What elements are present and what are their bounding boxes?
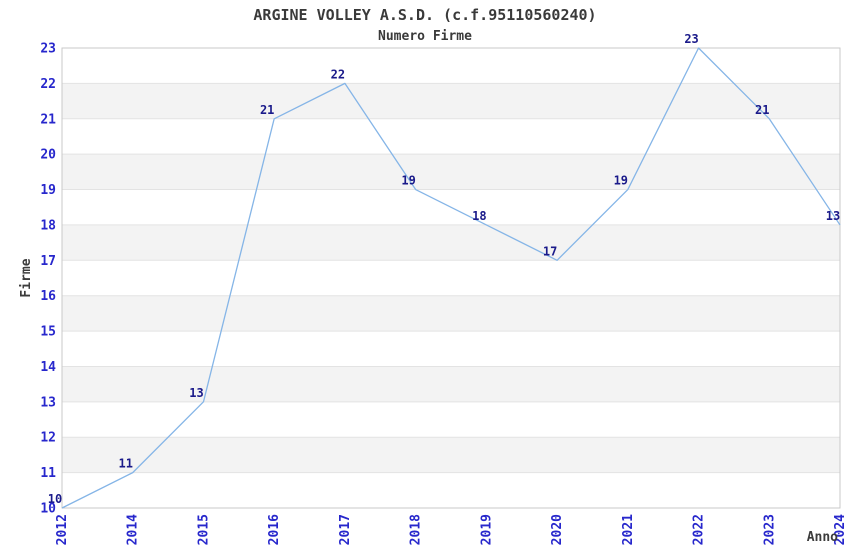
y-tick-label: 17 (40, 254, 56, 269)
x-tick-label: 2021 (621, 514, 636, 545)
y-tick-label: 23 (40, 42, 56, 57)
x-tick-label: 2012 (55, 514, 70, 545)
x-tick-label: 2017 (338, 514, 353, 545)
point-label: 13 (189, 386, 203, 400)
point-label: 11 (119, 457, 133, 471)
point-label: 23 (684, 32, 698, 46)
y-tick-label: 10 (40, 502, 56, 517)
data-series-line (61, 47, 841, 509)
point-label: 13 (826, 209, 840, 223)
point-label: 21 (260, 103, 274, 117)
y-tick-label: 13 (40, 395, 56, 410)
plot-band (62, 366, 840, 402)
plot-band (62, 295, 840, 332)
y-tick-label: 11 (40, 466, 56, 481)
plot-band (62, 154, 840, 190)
chart-title: ARGINE VOLLEY A.S.D. (c.f.95110560240) (253, 6, 597, 24)
x-axis-title: Anno (807, 530, 838, 545)
x-tick-label: 2015 (196, 514, 211, 545)
x-tick-label: 2019 (479, 514, 494, 545)
y-tick-label: 18 (40, 218, 56, 233)
chart-subtitle: Numero Firme (378, 29, 472, 44)
plot-border (61, 47, 841, 509)
y-tick-label: 12 (40, 431, 56, 446)
x-tick-label: 2014 (126, 514, 141, 545)
y-tick-label: 16 (40, 289, 56, 304)
plot-band (62, 224, 840, 261)
y-tick-label: 15 (40, 325, 56, 340)
point-label: 22 (331, 67, 345, 81)
y-tick-label: 21 (40, 112, 56, 127)
x-tick-label: 2020 (550, 514, 565, 545)
point-label: 21 (755, 103, 769, 117)
y-tick-label: 14 (40, 360, 56, 375)
point-label: 17 (543, 244, 557, 258)
y-tick-label: 22 (40, 77, 56, 92)
y-tick-label: 20 (40, 148, 56, 163)
x-tick-label: 2023 (762, 514, 777, 545)
x-tick-label: 2018 (409, 514, 424, 545)
x-tick-label: 2016 (267, 514, 282, 545)
y-tick-label: 19 (40, 183, 56, 198)
plot-band (62, 437, 840, 473)
x-tick-label: 2024 (833, 514, 848, 545)
point-label: 10 (48, 492, 62, 506)
plot-band (62, 83, 840, 119)
y-axis-title: Firme (19, 258, 34, 297)
point-label: 18 (472, 209, 486, 223)
x-tick-label: 2022 (692, 514, 707, 545)
point-label: 19 (614, 174, 628, 188)
point-label: 19 (401, 174, 415, 188)
